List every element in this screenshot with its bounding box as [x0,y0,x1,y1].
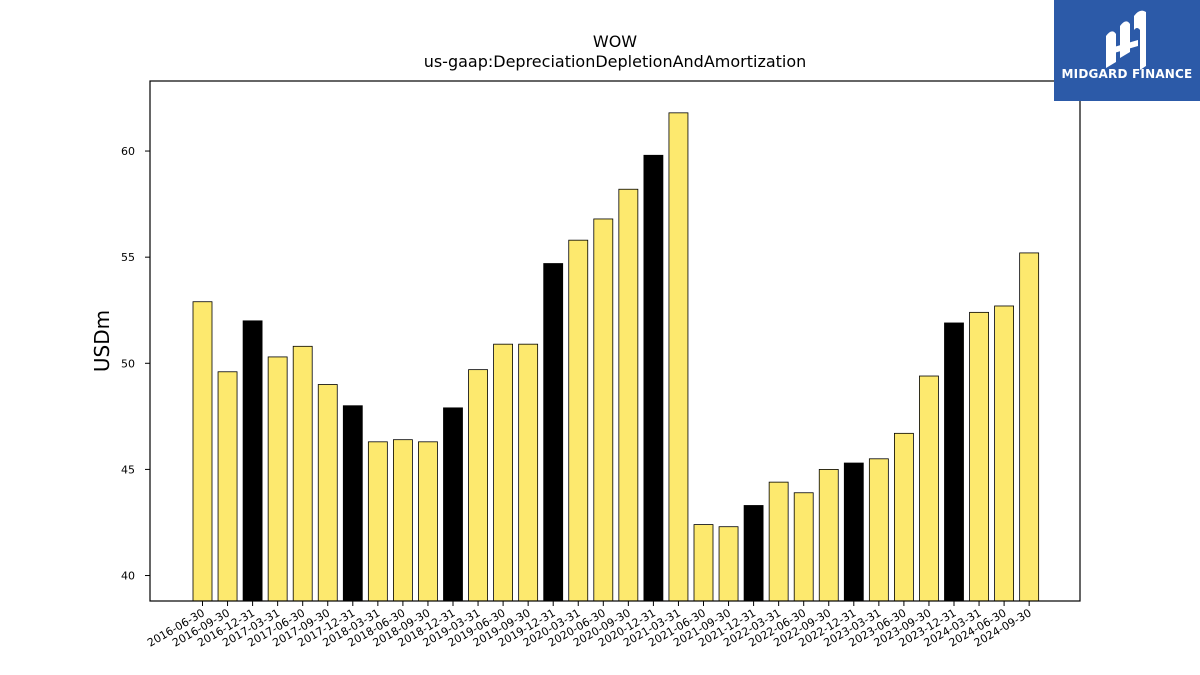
y-axis: 40 45 50 55 60 [121,145,150,583]
bar-2021-09-30 [718,526,739,602]
chart-subtitle: us-gaap:DepreciationDepletionAndAmortiza… [423,52,807,71]
brand-logo: MIDGARD FINANCE [1054,0,1200,101]
bar-2016-12-31 [242,320,263,602]
bar-2021-06-30 [693,524,714,602]
bar-2024-09-30 [1019,252,1040,602]
y-tick-label: 55 [121,251,135,264]
bar-2017-09-30 [317,384,338,602]
bar-2023-12-31 [944,322,964,602]
bar-2023-09-30 [919,375,939,602]
bar-2020-06-30 [593,218,614,602]
bar-2017-12-31 [342,405,363,602]
bar-2016-06-30 [192,301,213,602]
bar-2022-06-30 [793,492,814,602]
bar-2022-03-31 [768,481,789,602]
bar-2017-03-31 [267,356,288,602]
y-tick-label: 50 [121,357,135,370]
bar-2020-09-30 [618,188,639,602]
x-axis: 2016-06-302016-09-302016-12-312017-03-31… [145,601,1034,650]
bar-2018-09-30 [418,441,438,602]
bar-2024-06-30 [994,305,1014,602]
bar-2020-03-31 [568,239,589,602]
bar-2023-06-30 [894,432,914,602]
bar-2019-12-31 [543,263,564,602]
chart-title: WOW [592,32,638,51]
plot-frame [149,80,1081,602]
bar-2023-03-31 [868,458,889,602]
bar-2020-12-31 [643,154,664,602]
y-axis-label: USDm [90,310,114,372]
bar-2019-06-30 [493,343,514,602]
y-tick-label: 40 [121,570,135,583]
bar-2019-03-31 [468,369,488,602]
bar-2021-12-31 [743,505,764,602]
bar-2018-12-31 [443,407,463,602]
midgard-logo-icon [1106,10,1146,71]
bar-2024-03-31 [969,311,989,602]
bar-2022-09-30 [818,469,839,602]
bar-2019-09-30 [518,343,539,602]
logo-text: MIDGARD FINANCE [1061,67,1193,81]
bar-2022-12-31 [843,462,864,602]
bar-2016-09-30 [217,371,238,602]
y-tick-label: 60 [121,145,135,158]
y-tick-label: 45 [121,463,135,476]
bar-2021-03-31 [668,112,689,602]
bar-2017-06-30 [292,345,313,602]
bar-2018-06-30 [392,439,413,602]
bar-2018-03-31 [367,441,388,602]
bars-group [192,112,1040,602]
